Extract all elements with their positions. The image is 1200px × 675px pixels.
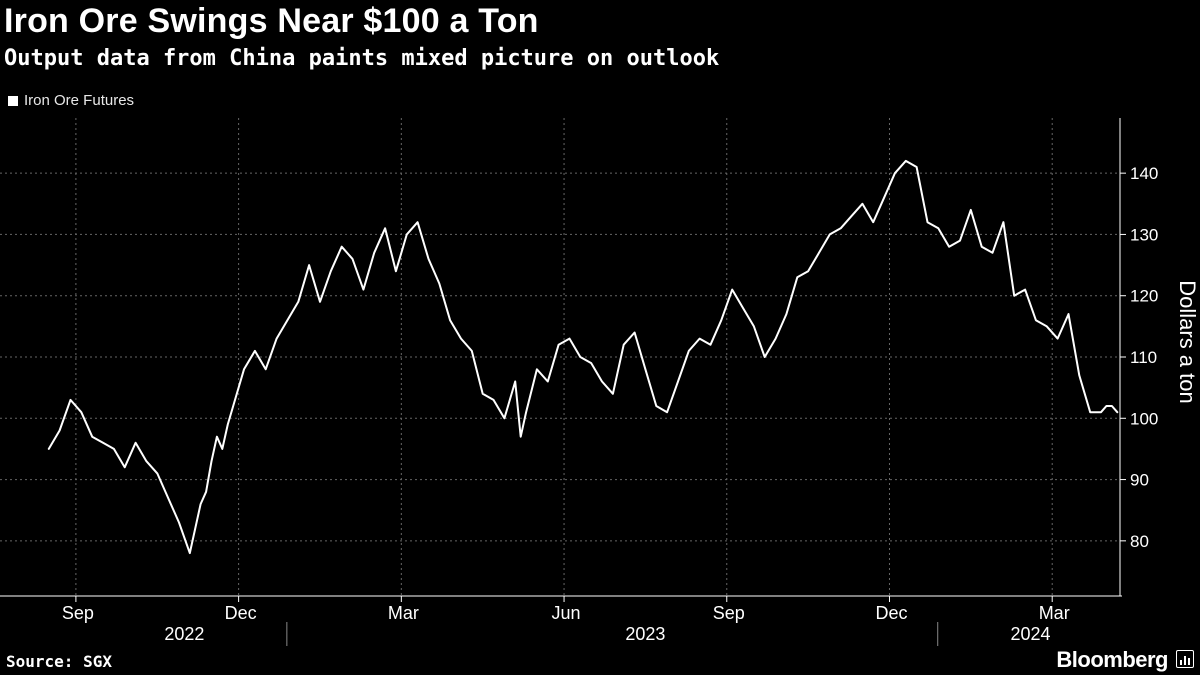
y-tick-label: 80 (1130, 532, 1149, 551)
bar-chart-icon (1176, 650, 1194, 668)
year-label: 2024 (1010, 624, 1050, 644)
y-axis-label: Dollars a ton (1175, 280, 1200, 404)
x-tick-label: Sep (62, 603, 94, 623)
x-tick-label: Dec (875, 603, 907, 623)
x-tick-label: Mar (388, 603, 419, 623)
y-tick-label: 140 (1130, 164, 1158, 183)
chart-title: Iron Ore Swings Near $100 a Ton (4, 2, 539, 40)
y-tick-label: 100 (1130, 409, 1158, 428)
x-tick-label: Mar (1039, 603, 1070, 623)
legend-swatch (8, 95, 18, 106)
y-tick-label: 120 (1130, 287, 1158, 306)
y-tick-label: 90 (1130, 471, 1149, 490)
year-label: 2022 (164, 624, 204, 644)
brand-logo: Bloomberg (1056, 647, 1168, 672)
y-tick-label: 130 (1130, 225, 1158, 244)
legend: Iron Ore Futures (8, 92, 134, 109)
series-line-iron-ore-futures (47, 159, 1119, 555)
x-tick-label: Jun (552, 603, 581, 623)
series-layer (47, 159, 1119, 555)
x-tick-label: Dec (225, 603, 257, 623)
x-tick-label: Sep (713, 603, 745, 623)
y-tick-label: 110 (1130, 348, 1157, 367)
legend-label: Iron Ore Futures (24, 92, 135, 109)
axis-layer: 80 90 100 110 120 130 140 Sep Dec Mar Jun Sep Dec Mar… (0, 118, 1158, 646)
chart-subtitle: Output data from China paints mixed pict… (4, 46, 720, 71)
year-label: 2023 (625, 624, 665, 644)
grid-layer (0, 118, 1120, 596)
source-note: Source: SGX (6, 652, 112, 671)
